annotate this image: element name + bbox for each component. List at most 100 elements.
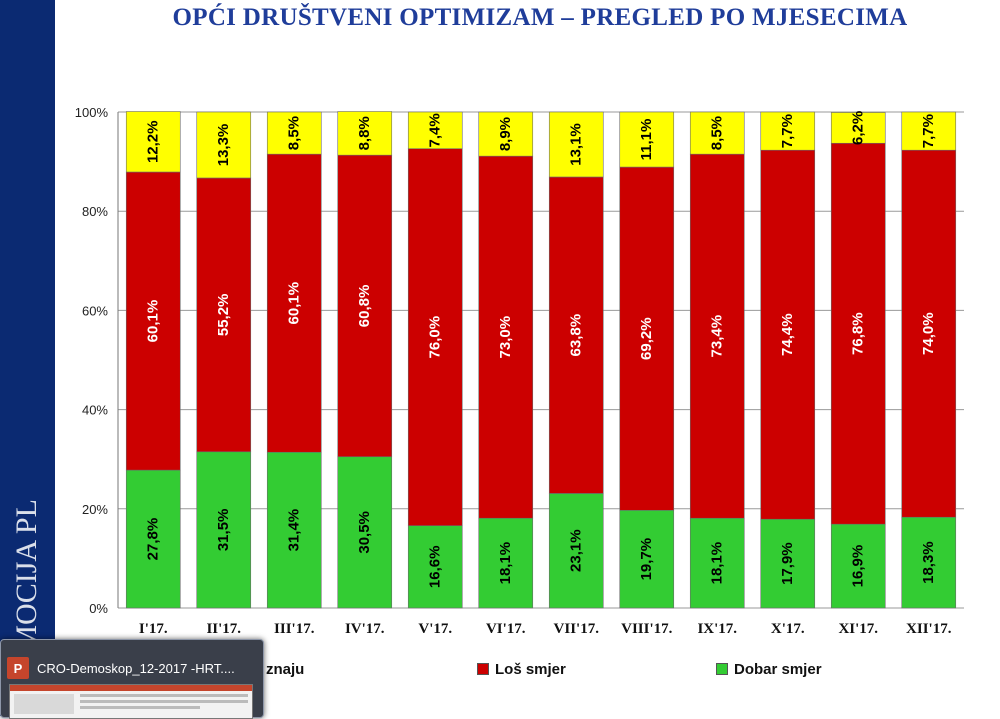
legend-swatch-los-smjer — [477, 663, 489, 675]
bar-segment-dobar-smjer — [196, 451, 252, 609]
data-label: 7,7% — [920, 114, 937, 148]
bar-segment-dobar-smjer — [407, 525, 463, 609]
bar-segment-ne-znaju — [125, 111, 181, 173]
data-label: 55,2% — [215, 294, 232, 337]
taskbar-preview[interactable]: P CRO-Demoskop_12-2017 -HRT.... — [0, 639, 264, 719]
x-tick-label: IV'17. — [345, 621, 385, 637]
y-tick-label: 0% — [89, 601, 108, 616]
data-label: 8,8% — [356, 116, 373, 150]
x-tick-label: I'17. — [139, 621, 168, 637]
bar-segment-ne-znaju — [548, 111, 604, 178]
legend-label-los-smjer: Loš smjer — [495, 660, 566, 678]
bar-segment-los-smjer — [407, 148, 463, 526]
page-title: OPĆI DRUŠTVENI OPTIMIZAM – PREGLED PO MJ… — [172, 4, 908, 31]
bar-segment-ne-znaju — [266, 111, 322, 155]
bar-segment-los-smjer — [760, 149, 816, 520]
bar-segment-dobar-smjer — [478, 517, 534, 609]
x-tick-label: XII'17. — [906, 621, 952, 637]
bar-segment-los-smjer — [619, 166, 675, 511]
legend-swatch-dobar-smjer — [716, 663, 728, 675]
data-label: 6,2% — [850, 111, 867, 145]
y-tick-label: 20% — [82, 502, 108, 517]
data-label: 18,3% — [920, 541, 937, 584]
bar-segment-los-smjer — [901, 149, 957, 518]
data-label: 17,9% — [779, 542, 796, 585]
data-label: 7,4% — [427, 113, 444, 147]
x-tick-label: XI'17. — [838, 621, 878, 637]
data-label: 76,0% — [427, 316, 444, 359]
taskbar-preview-header[interactable]: P CRO-Demoskop_12-2017 -HRT.... — [7, 656, 257, 680]
y-tick-label: 60% — [82, 303, 108, 318]
data-label: 60,1% — [145, 300, 162, 343]
x-tick-label: VI'17. — [486, 621, 526, 637]
legend-item-los-smjer: Loš smjer — [477, 656, 566, 682]
bar-segment-dobar-smjer — [619, 509, 675, 609]
x-tick-label: X'17. — [771, 621, 805, 637]
bar-segment-los-smjer — [125, 171, 181, 471]
data-label: 31,4% — [286, 509, 303, 552]
data-label: 60,8% — [356, 285, 373, 328]
bar-segment-ne-znaju — [619, 111, 675, 168]
bar-segment-dobar-smjer — [760, 518, 816, 609]
bar-segment-dobar-smjer — [266, 451, 322, 609]
data-label: 27,8% — [145, 518, 162, 561]
legend-label-ne-znaju: znaju — [266, 660, 305, 678]
data-label: 19,7% — [638, 538, 655, 581]
data-label: 11,1% — [638, 119, 655, 161]
data-label: 30,5% — [356, 511, 373, 554]
data-label: 16,9% — [850, 545, 867, 588]
powerpoint-icon: P — [7, 657, 29, 679]
bar-segment-los-smjer — [266, 153, 322, 453]
y-tick-label: 80% — [82, 204, 108, 219]
bar-segment-ne-znaju — [196, 111, 252, 179]
bar-segment-los-smjer — [337, 154, 393, 458]
bar-segment-dobar-smjer — [689, 517, 745, 609]
data-label: 13,3% — [215, 124, 232, 167]
data-label: 63,8% — [568, 314, 585, 357]
bar-segment-los-smjer — [196, 177, 252, 453]
y-tick-label: 100% — [75, 105, 109, 120]
data-label: 8,5% — [709, 116, 726, 150]
bar-segment-los-smjer — [548, 176, 604, 494]
sidebar-band: PROMOCIJA PLUS — [0, 0, 55, 716]
bar-segment-ne-znaju — [830, 112, 886, 144]
x-tick-label: VII'17. — [554, 621, 600, 637]
bar-segment-ne-znaju — [689, 111, 745, 155]
data-label: 23,1% — [568, 529, 585, 572]
bar-segment-dobar-smjer — [125, 469, 181, 609]
window-thumbnail[interactable] — [9, 684, 253, 719]
data-label: 7,7% — [779, 114, 796, 148]
bar-segment-ne-znaju — [760, 111, 816, 151]
x-tick-label: IX'17. — [697, 621, 737, 637]
bar-segment-dobar-smjer — [337, 456, 393, 609]
data-label: 74,0% — [920, 312, 937, 355]
bar-segment-dobar-smjer — [830, 523, 886, 609]
data-label: 60,1% — [286, 282, 303, 325]
y-tick-label: 40% — [82, 403, 108, 418]
data-label: 18,1% — [497, 542, 514, 585]
bar-segment-ne-znaju — [478, 111, 534, 157]
bar-segment-ne-znaju — [407, 111, 463, 150]
bar-segment-dobar-smjer — [901, 516, 957, 609]
thumbnail-image — [10, 685, 252, 714]
data-label: 31,5% — [215, 509, 232, 552]
x-tick-label: VIII'17. — [621, 621, 673, 637]
data-label: 76,8% — [850, 312, 867, 355]
bar-segment-los-smjer — [689, 153, 745, 519]
bar-segment-ne-znaju — [337, 111, 393, 156]
legend-item-dobar-smjer: Dobar smjer — [716, 656, 822, 682]
data-label: 73,4% — [709, 315, 726, 358]
data-label: 8,9% — [497, 117, 514, 151]
data-label: 18,1% — [709, 542, 726, 585]
bar-segment-los-smjer — [830, 142, 886, 525]
x-tick-label: V'17. — [418, 621, 452, 637]
legend-label-dobar-smjer: Dobar smjer — [734, 660, 822, 678]
data-label: 12,2% — [145, 120, 162, 163]
taskbar-window-title[interactable]: CRO-Demoskop_12-2017 -HRT.... — [37, 660, 235, 676]
bar-segment-los-smjer — [478, 155, 534, 519]
data-label: 16,6% — [427, 546, 444, 589]
x-tick-label: II'17. — [206, 621, 241, 637]
bar-segment-dobar-smjer — [548, 493, 604, 609]
data-label: 69,2% — [638, 317, 655, 360]
